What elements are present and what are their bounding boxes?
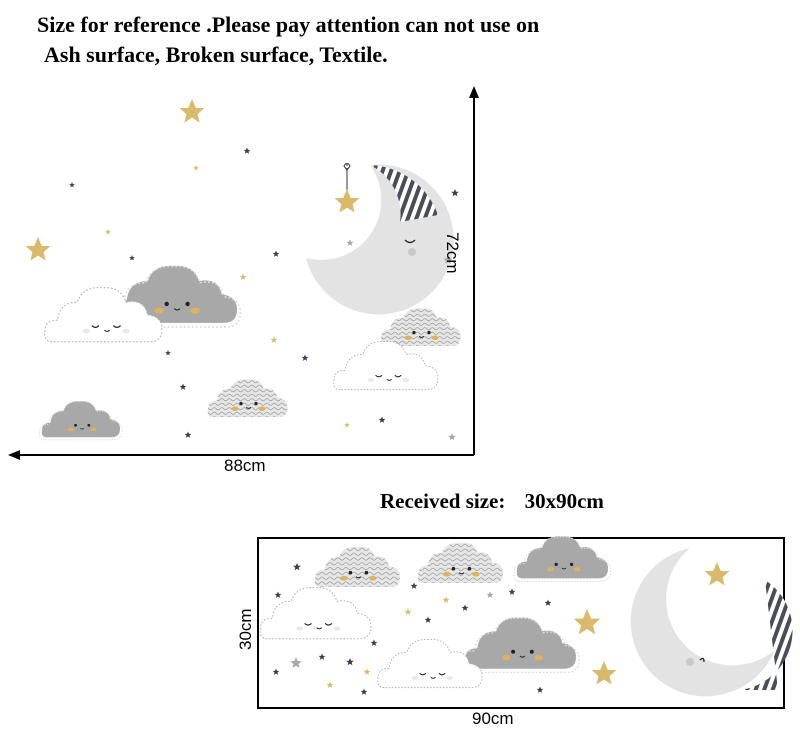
cloud-icon: [38, 400, 123, 441]
small-preview: [257, 535, 793, 709]
star-icon: [25, 99, 360, 261]
received-size-heading: Received size: 30x90cm: [380, 489, 604, 514]
width-label: 88cm: [224, 456, 266, 475]
cloud-icon: [380, 307, 461, 347]
cloud-icon: [207, 378, 288, 418]
received-height-label: 30cm: [236, 608, 255, 650]
moon-icon: [630, 548, 793, 697]
cloud-icon: [333, 340, 439, 391]
received-width-label: 90cm: [472, 709, 514, 728]
reference-note-line-1: Size for reference .Please pay attention…: [37, 12, 540, 37]
received-size-value: 30x90cm: [524, 489, 604, 513]
received-size-label: Received size:: [380, 489, 506, 513]
moon-icon: [306, 163, 454, 315]
arrow-left-icon: [8, 450, 20, 460]
height-label: 72cm: [443, 232, 462, 274]
arrow-up-icon: [469, 86, 479, 98]
large-preview: [8, 86, 479, 460]
reference-note-line-2: Ash surface, Broken surface, Textile.: [44, 42, 388, 67]
